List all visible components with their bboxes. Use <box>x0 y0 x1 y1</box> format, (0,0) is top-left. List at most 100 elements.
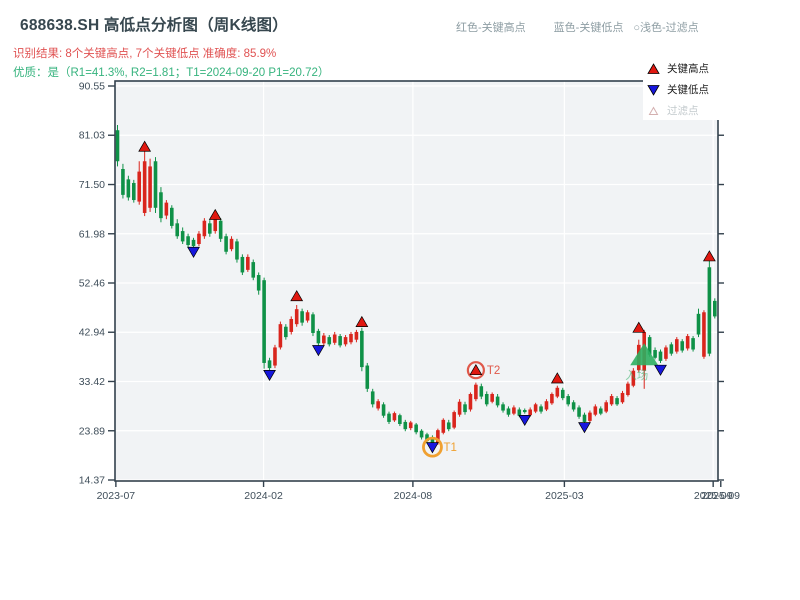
candle-body <box>430 437 435 445</box>
y-tick-label: 23.89 <box>79 425 105 437</box>
candle-body <box>370 391 375 405</box>
y-tick-label: 71.50 <box>79 179 105 191</box>
t1-label: T1 <box>443 442 456 454</box>
candle-body <box>170 207 174 226</box>
candle-body <box>186 236 190 246</box>
candle-body <box>501 404 505 411</box>
candle-body <box>213 218 218 232</box>
candle-body <box>550 393 554 404</box>
candle-body <box>131 182 136 201</box>
note-key-high: 红色-关键高点 <box>456 22 526 34</box>
candle-body <box>626 383 630 396</box>
candle-body <box>142 161 147 213</box>
legend-label: 过滤点 <box>667 105 699 117</box>
candle-body <box>474 384 478 400</box>
candle-body <box>419 430 424 438</box>
candle-body <box>289 318 294 332</box>
candle-body <box>588 412 592 421</box>
candle-body <box>495 396 500 406</box>
candle-body <box>159 192 163 219</box>
candle-body <box>115 130 120 162</box>
candle-body <box>365 365 370 389</box>
key-high-marker <box>632 321 646 333</box>
x-tick-label: 2025-03 <box>545 490 584 502</box>
candle-body <box>191 239 196 247</box>
candle-body <box>517 409 522 416</box>
candle-body <box>180 231 185 242</box>
candle-body <box>414 424 418 433</box>
key-high-marker <box>550 372 564 384</box>
y-tick-label: 61.98 <box>79 228 105 240</box>
x-tick-label: 2025-09 <box>694 490 733 502</box>
candle-body <box>452 412 456 428</box>
candle-body <box>457 401 462 415</box>
candle-body <box>126 179 131 198</box>
legend-label: 关键低点 <box>667 84 709 96</box>
key-high-marker <box>208 208 222 220</box>
entry-label: 入场 <box>625 368 648 382</box>
candle-body <box>322 335 326 344</box>
key-low-marker <box>426 442 439 454</box>
legend-label: 关键高点 <box>667 63 709 75</box>
candle-body <box>598 408 603 414</box>
candle-body <box>164 202 169 216</box>
candle-body <box>305 312 310 321</box>
candle-body <box>349 333 353 343</box>
candle-body <box>713 300 717 317</box>
candle-body <box>267 360 272 369</box>
candle-body <box>696 313 701 335</box>
candle-body <box>246 256 250 270</box>
candle-body <box>197 233 201 245</box>
candle-body <box>544 401 549 410</box>
candle-body <box>490 393 494 402</box>
candle-body <box>631 370 636 386</box>
triangle-down-icon <box>647 84 660 96</box>
y-tick-label: 81.03 <box>79 130 105 142</box>
candle-body <box>376 401 380 409</box>
page-title: 688638.SH 高低点分析图（周K线图） <box>20 17 288 34</box>
candle-body <box>381 404 386 416</box>
color-key-note: 红色-关键高点 蓝色-关键低点 ○浅色-过滤点 <box>456 19 699 35</box>
candle-body <box>153 161 158 208</box>
candle-body <box>387 413 391 422</box>
candle-body <box>446 422 451 430</box>
legend-item-key-low: 关键低点 <box>647 82 724 97</box>
candle-body <box>235 241 239 260</box>
candle-body <box>669 344 674 354</box>
candle-body <box>479 386 484 397</box>
recognition-result-text: 识别结果: 8个关键高点, 7个关键低点 准确度: 85.9% <box>13 48 277 60</box>
candle-body <box>664 347 668 359</box>
x-tick-label: 2023-07 <box>97 490 136 502</box>
entry-marker <box>630 343 659 366</box>
candle-body <box>680 341 685 351</box>
key-low-marker <box>578 422 591 434</box>
plot-border <box>114 80 719 482</box>
candle-body <box>506 408 511 415</box>
candle-body <box>316 330 321 344</box>
y-tick-label: 33.42 <box>79 376 105 388</box>
candle-body <box>560 389 565 399</box>
candle-body <box>577 407 581 417</box>
candle-body <box>343 337 348 345</box>
y-tick-label: 14.37 <box>79 475 105 487</box>
candle-body <box>202 220 207 237</box>
candle-body <box>522 410 527 413</box>
legend-item-key-high: 关键高点 <box>647 61 724 76</box>
triangle-up-icon <box>647 62 660 74</box>
candle-body <box>175 223 180 237</box>
candle-body <box>360 330 364 368</box>
key-high-marker <box>290 290 304 302</box>
candle-body <box>251 262 256 278</box>
candle-body <box>327 337 332 345</box>
candle-body <box>512 407 516 414</box>
candle-body <box>566 396 570 405</box>
y-tick-label: 52.46 <box>79 278 105 290</box>
candle-body <box>137 171 142 202</box>
y-tick-label: 90.55 <box>79 81 105 93</box>
candle-body <box>533 404 538 412</box>
plot-background <box>115 81 718 481</box>
candle-body <box>484 393 489 405</box>
candle-body <box>691 338 695 350</box>
